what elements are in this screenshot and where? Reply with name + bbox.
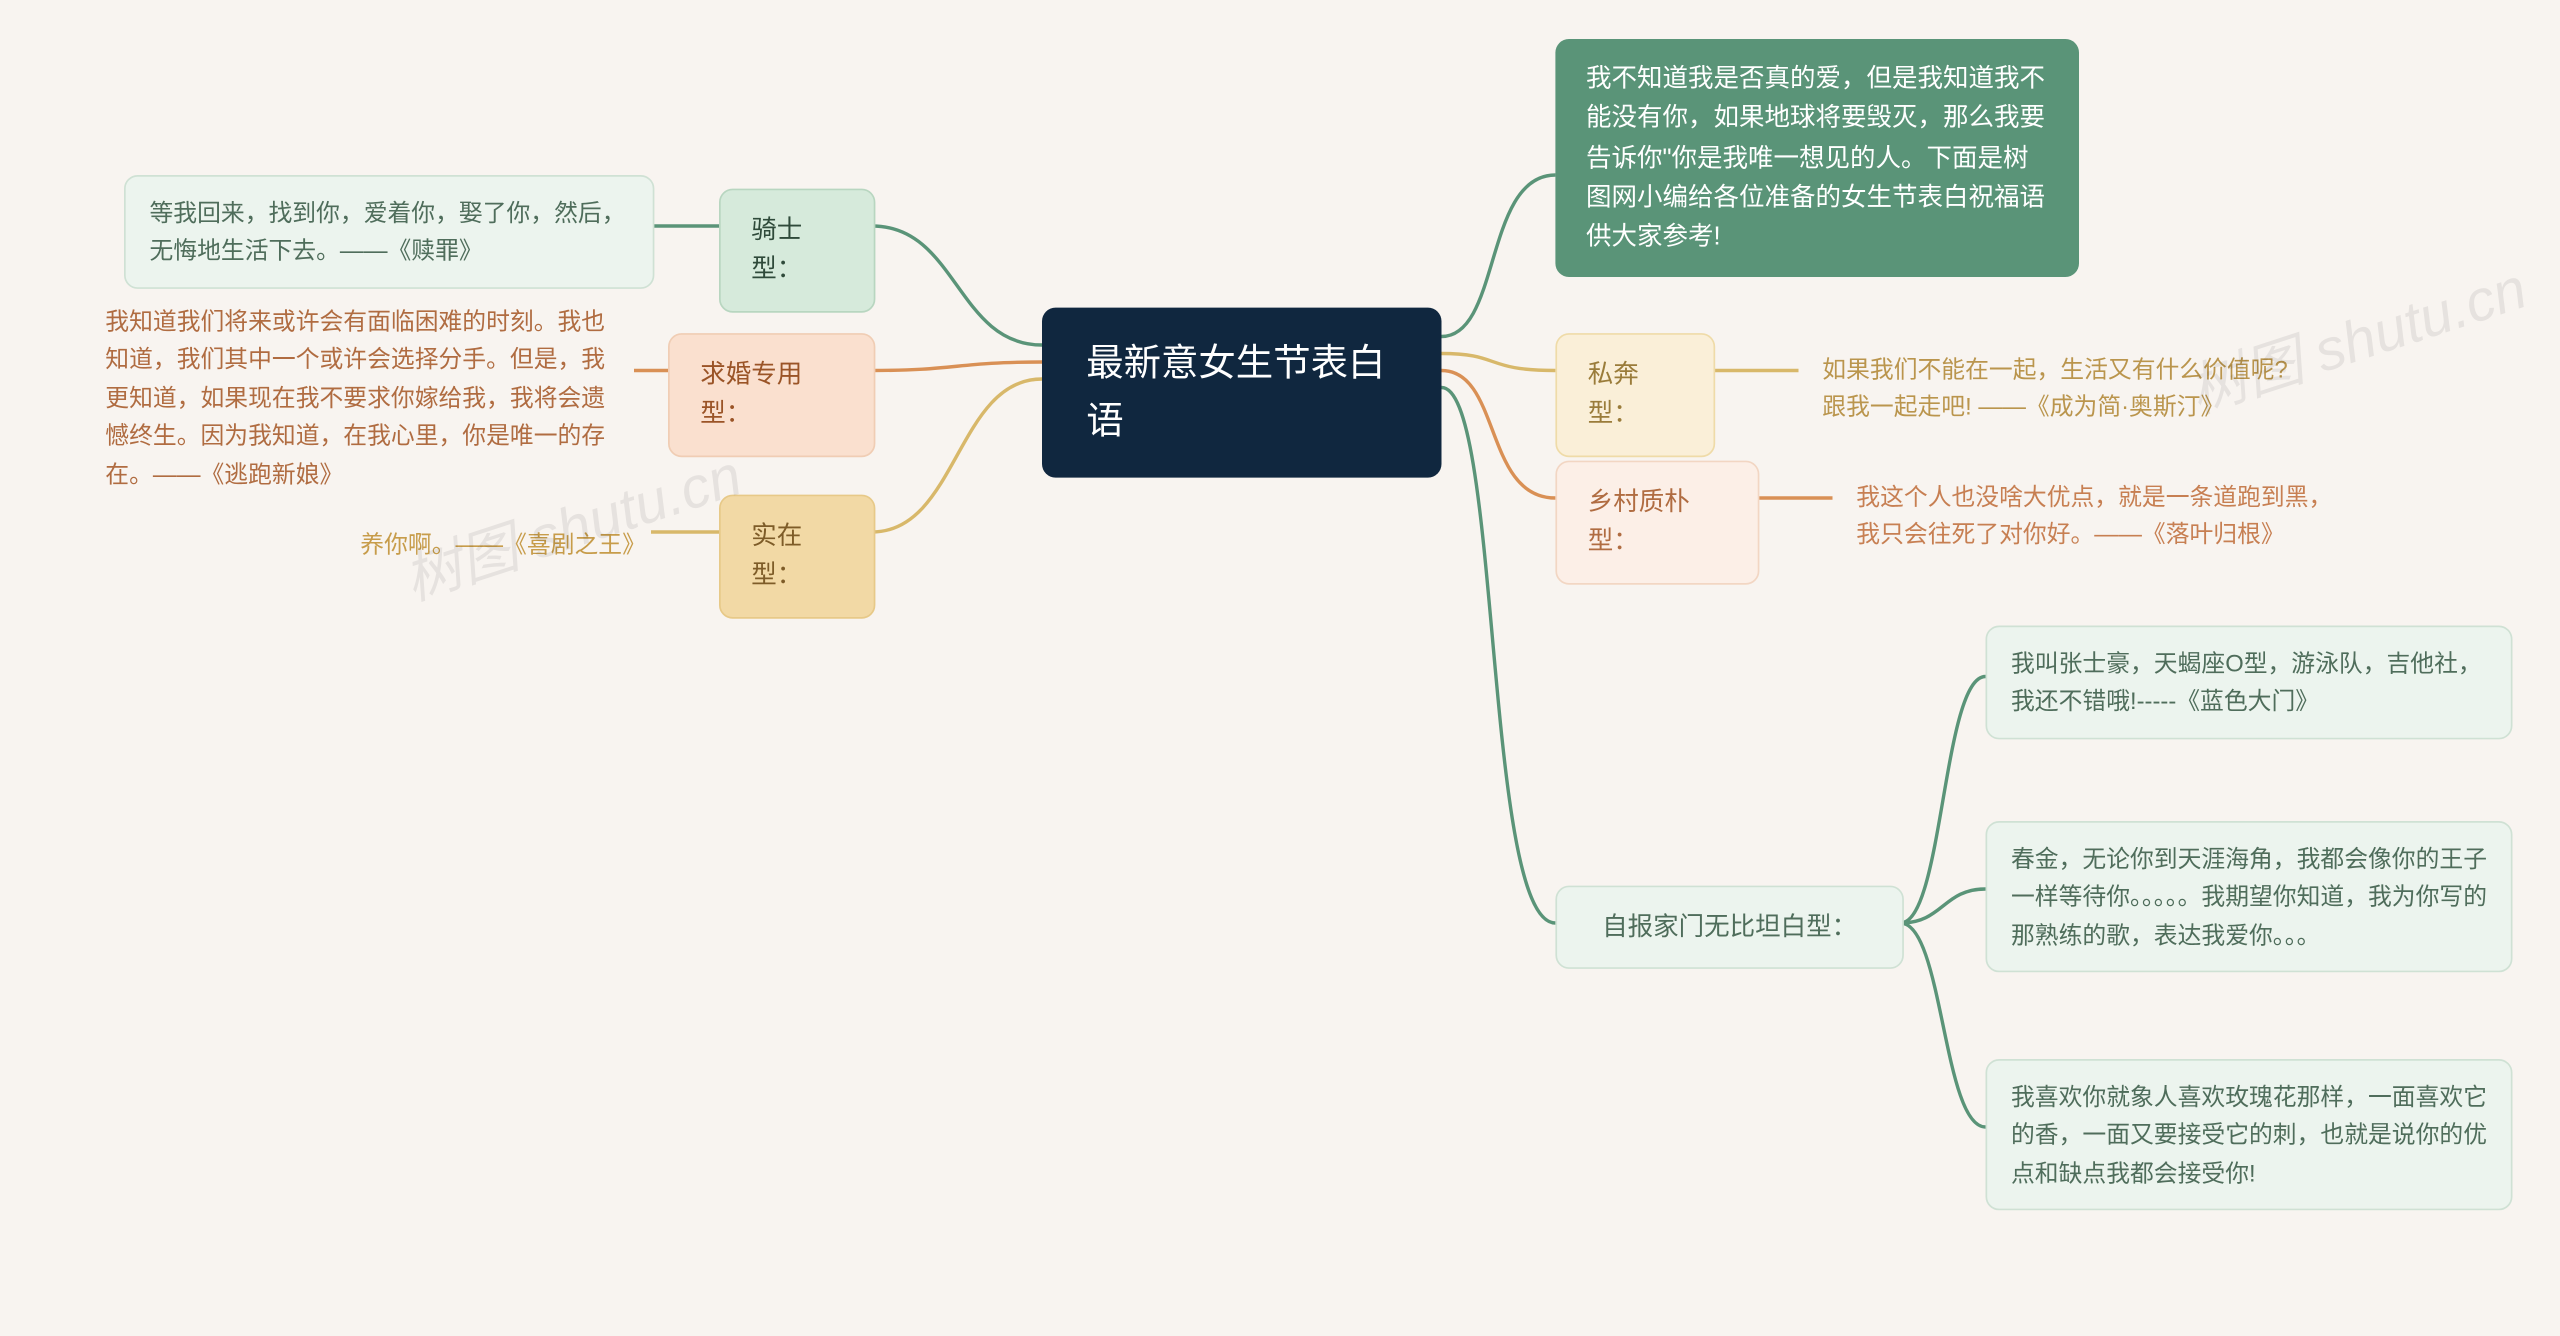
leaf-text: 等我回来，找到你，爱着你，娶了你，然后，无悔地生活下去。——《赎罪》	[150, 199, 626, 264]
root-node[interactable]: 最新意女生节表白语	[1042, 308, 1442, 478]
branch-proposal[interactable]: 求婚专用型：	[668, 333, 875, 456]
branch-label: 自报家门无比坦白型：	[1602, 908, 1857, 948]
branch-label: 实在型：	[751, 517, 843, 596]
root-label: 最新意女生节表白语	[1086, 335, 1397, 451]
branch-selfintro[interactable]: 自报家门无比坦白型：	[1555, 886, 1904, 970]
leaf-honest-0[interactable]: 养你啊。——《喜剧之王》	[337, 508, 660, 580]
leaf-elope-0[interactable]: 如果我们不能在一起，生活又有什么价值呢? 跟我一起走吧! ——《成为简·奥斯汀》	[1799, 333, 2326, 443]
branch-label: 私奔型：	[1588, 355, 1683, 434]
branch-label: 乡村质朴型：	[1588, 483, 1727, 562]
leaf-knight-0[interactable]: 等我回来，找到你，爱着你，娶了你，然后，无悔地生活下去。——《赎罪》	[124, 175, 654, 289]
leaf-text: 我知道我们将来或许会有面临困难的时刻。我也知道，我们其中一个或许会选择分手。但是…	[105, 308, 605, 487]
leaf-text: 我这个人也没啥大优点，就是一条道跑到黑，我只会往死了对你好。——《落叶归根》	[1856, 483, 2332, 548]
leaf-text: 我喜欢你就象人喜欢玫瑰花那样，一面喜欢它的香，一面又要接受它的刺，也就是说你的优…	[2011, 1083, 2487, 1186]
leaf-selfintro-1[interactable]: 春金，无论你到天涯海角，我都会像你的王子一样等待你。。。。。我期望你知道，我为你…	[1986, 821, 2513, 973]
leaf-selfintro-2[interactable]: 我喜欢你就象人喜欢玫瑰花那样，一面喜欢它的香，一面又要接受它的刺，也就是说你的优…	[1986, 1059, 2513, 1211]
intro-text: 我不知道我是否真的爱，但是我知道我不能没有你，如果地球将要毁灭，那么我要告诉你"…	[1586, 59, 2048, 257]
branch-intro[interactable]: 我不知道我是否真的爱，但是我知道我不能没有你，如果地球将要毁灭，那么我要告诉你"…	[1555, 39, 2079, 277]
branch-elope[interactable]: 私奔型：	[1555, 333, 1715, 456]
mindmap-canvas: 最新意女生节表白语 骑士型： 等我回来，找到你，爱着你，娶了你，然后，无悔地生活…	[5, 5, 2555, 1331]
leaf-text: 我叫张士豪，天蝎座O型，游泳队，吉他社，我还不错哦!-----《蓝色大门》	[2011, 649, 2482, 714]
branch-rustic[interactable]: 乡村质朴型：	[1555, 461, 1759, 584]
branch-knight[interactable]: 骑士型：	[719, 189, 875, 312]
branch-label: 骑士型：	[751, 211, 843, 290]
leaf-rustic-0[interactable]: 我这个人也没啥大优点，就是一条道跑到黑，我只会往死了对你好。——《落叶归根》	[1833, 461, 2360, 571]
leaf-text: 春金，无论你到天涯海角，我都会像你的王子一样等待你。。。。。我期望你知道，我为你…	[2011, 845, 2487, 948]
leaf-text: 如果我们不能在一起，生活又有什么价值呢? 跟我一起走吧! ——《成为简·奥斯汀》	[1822, 355, 2287, 420]
branch-label: 求婚专用型：	[700, 355, 843, 434]
leaf-proposal-0[interactable]: 我知道我们将来或许会有面临困难的时刻。我也知道，我们其中一个或许会选择分手。但是…	[82, 286, 635, 510]
branch-honest[interactable]: 实在型：	[719, 495, 875, 618]
leaf-text: 养你啊。——《喜剧之王》	[360, 530, 646, 557]
leaf-selfintro-0[interactable]: 我叫张士豪，天蝎座O型，游泳队，吉他社，我还不错哦!-----《蓝色大门》	[1986, 626, 2513, 740]
